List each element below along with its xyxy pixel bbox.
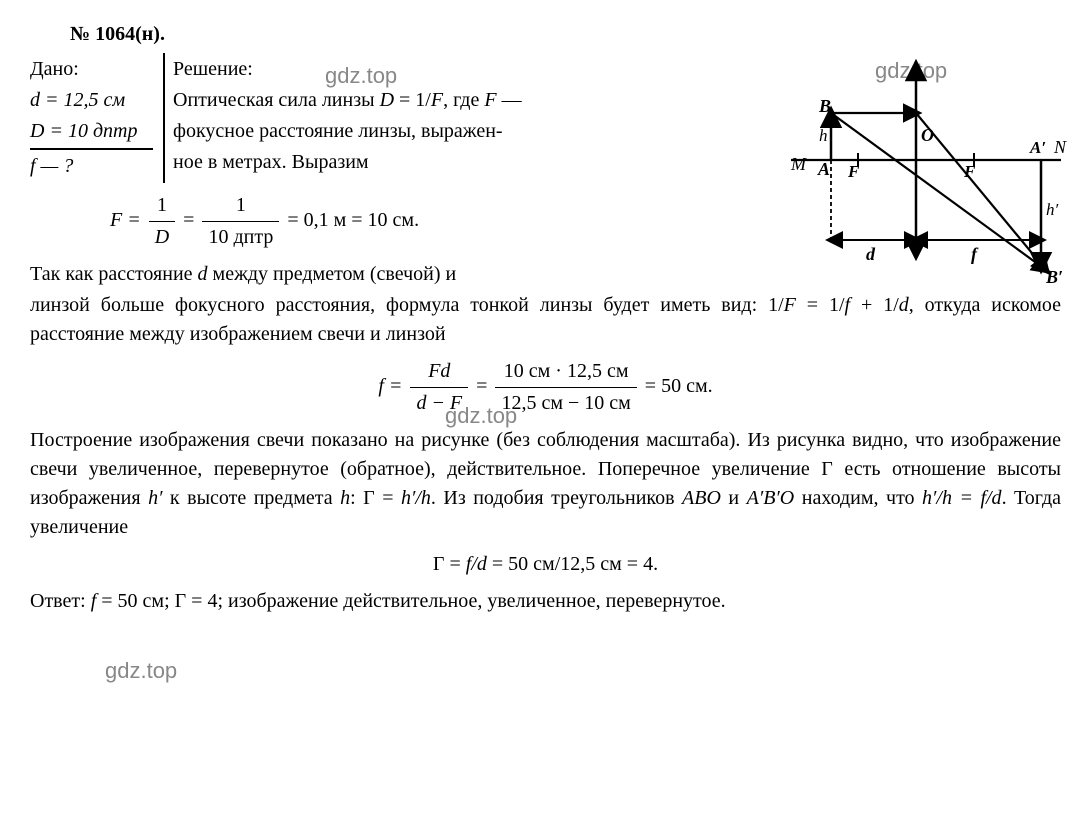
label-O: O bbox=[921, 125, 934, 145]
given-question: f — ? bbox=[30, 152, 153, 181]
watermark-3: gdz.top bbox=[105, 655, 177, 687]
f1-den1: D bbox=[149, 222, 175, 252]
para-3: Построение изображения свечи показано на… bbox=[30, 426, 1061, 542]
label-Ap: A′ bbox=[1029, 138, 1046, 157]
lens-diagram: M N B A h F O F A′ h′ B′ d f bbox=[786, 45, 1076, 290]
ray1-b bbox=[916, 113, 1046, 270]
answer-text: Ответ: f = 50 см; Г = 4; изображение дей… bbox=[30, 587, 1061, 616]
given-column: Дано: d = 12,5 см D = 10 дптр f — ? bbox=[30, 53, 165, 183]
diagram-svg: M N B A h F O F A′ h′ B′ d f bbox=[786, 45, 1076, 290]
answer: Ответ: f = 50 см; Г = 4; изображение дей… bbox=[30, 587, 1061, 616]
watermark-1: gdz.top bbox=[325, 60, 397, 92]
label-hp: h′ bbox=[1046, 200, 1059, 219]
given-line-1: d = 12,5 см bbox=[30, 86, 153, 115]
f1-frac2: 1 10 дптр bbox=[202, 191, 279, 252]
solution-title: Решение: bbox=[173, 55, 695, 84]
ray2 bbox=[831, 113, 1046, 270]
solution-line-3: ное в метрах. Выразим bbox=[173, 148, 695, 177]
given-line-2: D = 10 дптр bbox=[30, 117, 153, 150]
formula-3: Г = f/d = 50 см/12,5 см = 4. bbox=[30, 550, 1061, 579]
body-text-2: Построение изображения свечи показано на… bbox=[30, 426, 1061, 542]
label-B: B bbox=[818, 96, 831, 116]
f2-num1: Fd bbox=[410, 357, 468, 388]
f1-num1: 1 bbox=[149, 191, 175, 222]
label-A: A bbox=[817, 159, 830, 179]
f1-frac1: 1 D bbox=[149, 191, 175, 252]
f2-eq1: = bbox=[476, 375, 487, 397]
given-title: Дано: bbox=[30, 55, 153, 84]
label-f: f bbox=[971, 244, 979, 264]
formula-2: f = Fd d − F = 10 см · 12,5 см 12,5 см −… bbox=[30, 357, 1061, 418]
f1-lhs: F = bbox=[110, 209, 141, 231]
para-2: линзой больше фокусного расстояния, форм… bbox=[30, 291, 1061, 349]
f2-lhs: f = bbox=[378, 375, 402, 397]
solution-line-2: фокусное расстояние линзы, выражен- bbox=[173, 117, 695, 146]
f1-rhs: = 0,1 м = 10 см. bbox=[287, 209, 419, 231]
solution-line-1: Оптическая сила линзы D = 1/F, где F — bbox=[173, 86, 695, 115]
label-F2: F bbox=[963, 162, 976, 181]
f2-num2: 10 см · 12,5 см bbox=[495, 357, 636, 388]
watermark-2: gdz.top bbox=[445, 400, 517, 432]
f2-rhs: = 50 см. bbox=[645, 375, 713, 397]
label-N: N bbox=[1053, 137, 1067, 157]
f1-num2: 1 bbox=[202, 191, 279, 222]
label-Bp: B′ bbox=[1045, 267, 1063, 287]
f3-text: Г = f/d = 50 см/12,5 см = 4. bbox=[433, 553, 658, 575]
sol-text-1: Оптическая сила линзы D = 1/F, где F — bbox=[173, 89, 522, 111]
f1-eq1: = bbox=[183, 209, 194, 231]
f1-den2: 10 дптр bbox=[202, 222, 279, 252]
label-M: M bbox=[790, 154, 807, 174]
solution-column: Решение: Оптическая сила линзы D = 1/F, … bbox=[165, 53, 695, 179]
label-F1: F bbox=[847, 162, 860, 181]
label-h: h bbox=[819, 126, 828, 145]
label-d: d bbox=[866, 244, 876, 264]
